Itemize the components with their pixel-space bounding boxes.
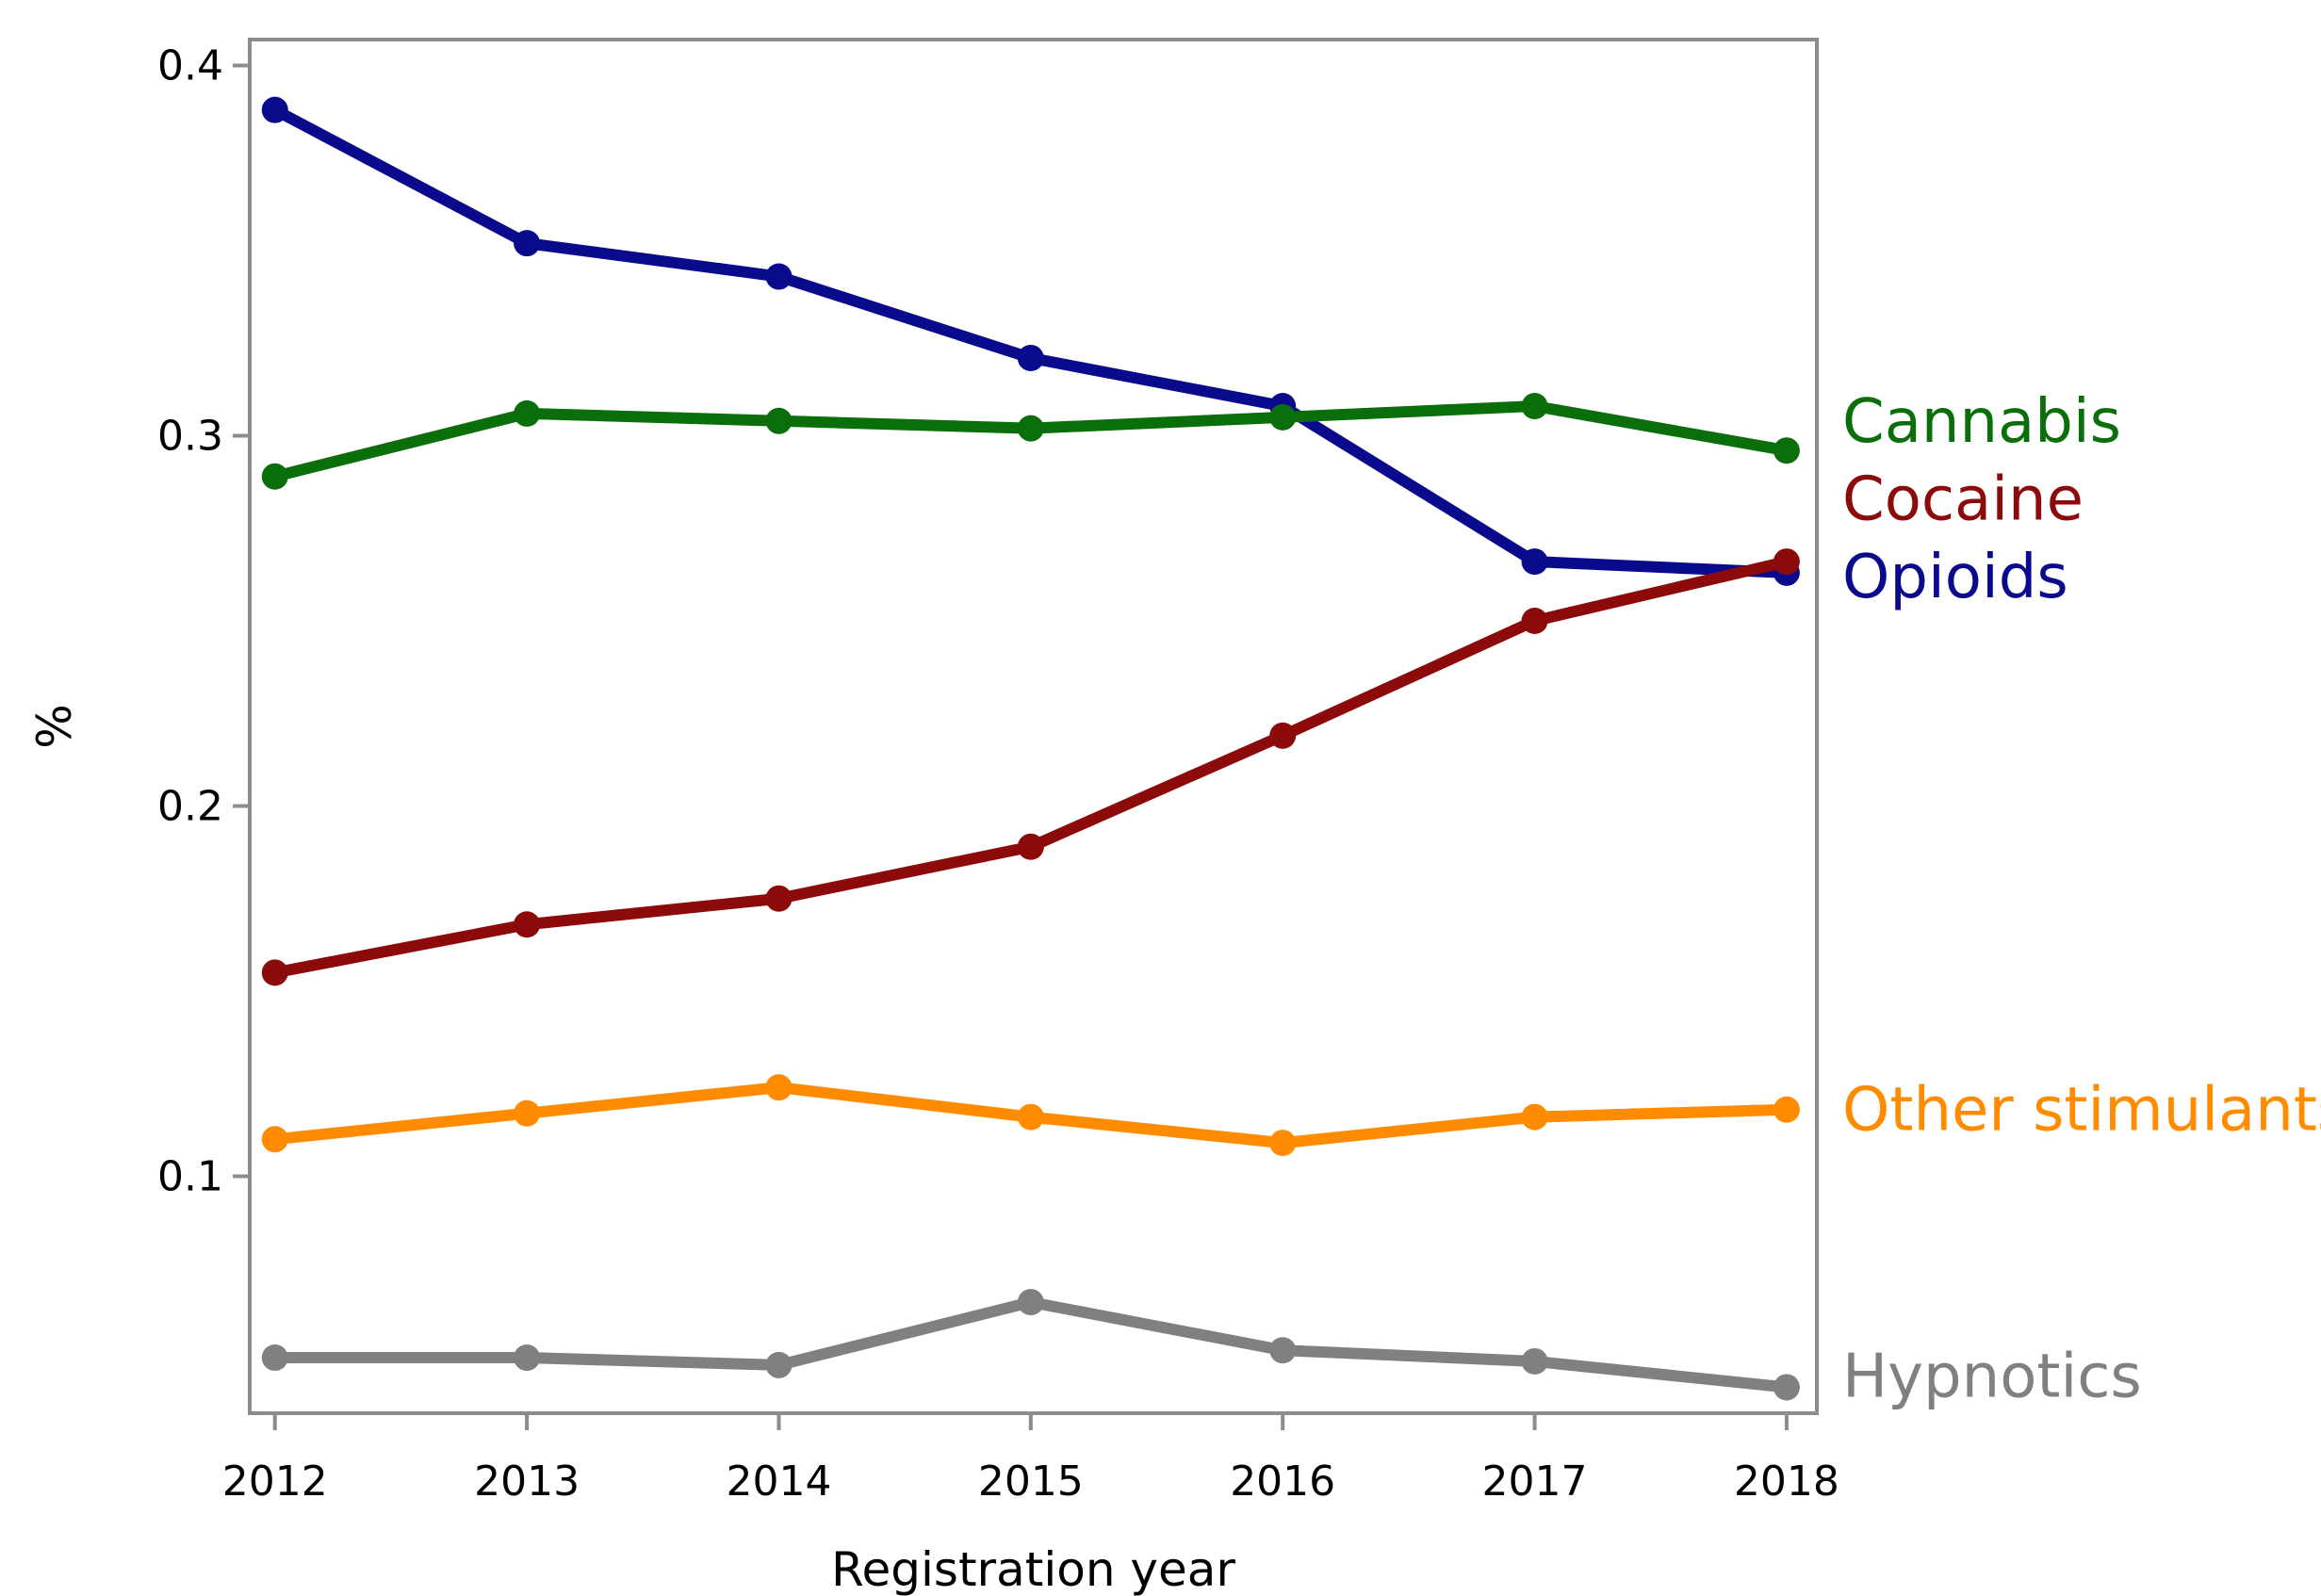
data-point-cocaine <box>1773 548 1800 576</box>
data-point-opioids <box>514 230 541 257</box>
data-point-cocaine <box>1269 722 1297 749</box>
series-opioids <box>261 96 1800 586</box>
series-label-cannabis: Cannabis <box>1842 387 2121 457</box>
y-tick-label: 0.2 <box>157 782 223 830</box>
series-group <box>261 96 1800 1401</box>
series-cannabis <box>261 393 1800 490</box>
data-point-other-stimulants <box>1017 1103 1044 1131</box>
data-point-hypnotics <box>1017 1289 1044 1316</box>
series-label-hypnotics: Hypnotics <box>1842 1343 2142 1412</box>
series-cocaine <box>261 548 1800 986</box>
data-point-cocaine <box>765 885 793 912</box>
data-point-hypnotics <box>1521 1347 1548 1375</box>
data-point-cocaine <box>261 959 288 986</box>
data-point-opioids <box>1017 344 1044 371</box>
y-tick-label: 0.3 <box>157 413 223 461</box>
series-label-opioids: Opioids <box>1842 543 2068 612</box>
data-point-cannabis <box>1773 437 1800 464</box>
data-point-hypnotics <box>765 1351 793 1378</box>
data-point-cannabis <box>1269 403 1297 431</box>
data-point-opioids <box>765 263 793 290</box>
data-point-cannabis <box>261 463 288 490</box>
x-tick-label: 2013 <box>474 1458 580 1506</box>
data-point-other-stimulants <box>1269 1130 1297 1157</box>
x-axis-title: Registration year <box>831 1542 1235 1596</box>
data-point-hypnotics <box>261 1344 288 1372</box>
series-other-stimulants <box>261 1074 1800 1157</box>
data-point-cocaine <box>1521 607 1548 634</box>
series-label-other-stimulants: Other stimulants <box>1842 1076 2321 1146</box>
x-tick-label: 2018 <box>1734 1458 1839 1506</box>
data-point-other-stimulants <box>765 1074 793 1101</box>
data-point-other-stimulants <box>261 1126 288 1153</box>
data-point-hypnotics <box>1269 1337 1297 1364</box>
data-point-opioids <box>261 96 288 123</box>
data-point-cannabis <box>1017 415 1044 442</box>
x-tick-label: 2017 <box>1482 1458 1588 1506</box>
plot-frame <box>248 38 1819 1415</box>
y-tick-label: 0.4 <box>157 42 223 90</box>
data-point-other-stimulants <box>1773 1096 1800 1123</box>
series-line-opioids <box>269 104 1792 578</box>
x-tick-label: 2015 <box>978 1458 1084 1506</box>
data-point-cannabis <box>765 407 793 434</box>
axes: 0.1 0.2 0.3 0.4 2012 2013 2014 2015 2016 2017 2018 <box>157 38 1839 1506</box>
data-point-other-stimulants <box>1521 1103 1548 1131</box>
data-point-opioids <box>1521 548 1548 576</box>
x-tick-label: 2016 <box>1230 1458 1335 1506</box>
data-point-cannabis <box>1521 393 1548 420</box>
data-point-cocaine <box>1017 833 1044 860</box>
series-hypnotics <box>261 1289 1800 1401</box>
series-line-cocaine <box>269 556 1792 979</box>
y-axis-title: % <box>27 704 82 749</box>
data-point-cannabis <box>514 399 541 427</box>
x-tick-label: 2012 <box>222 1458 328 1506</box>
series-label-cocaine: Cocaine <box>1842 464 2084 534</box>
y-tick-label: 0.1 <box>157 1152 223 1200</box>
x-tick-label: 2014 <box>726 1458 831 1506</box>
data-point-hypnotics <box>1773 1374 1800 1401</box>
data-point-hypnotics <box>514 1344 541 1372</box>
data-point-other-stimulants <box>514 1099 541 1127</box>
data-point-cocaine <box>514 911 541 938</box>
